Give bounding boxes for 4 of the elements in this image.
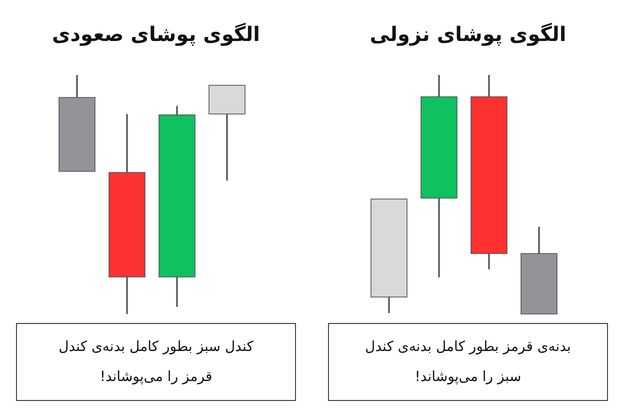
- text: بدنه‌ی قرمز بطور کامل بدنه‌ی کندل سبز را می‌پوشاند!: [328, 323, 608, 401]
- chart-title: الگوی پوشای نزولی: [368, 22, 568, 46]
- chart-title: الگوی پوشای صعودی: [50, 22, 262, 46]
- text: کندل سبز بطور کامل بدنه‌ی کندل قرمز را می‌پوشاند!: [16, 323, 296, 401]
